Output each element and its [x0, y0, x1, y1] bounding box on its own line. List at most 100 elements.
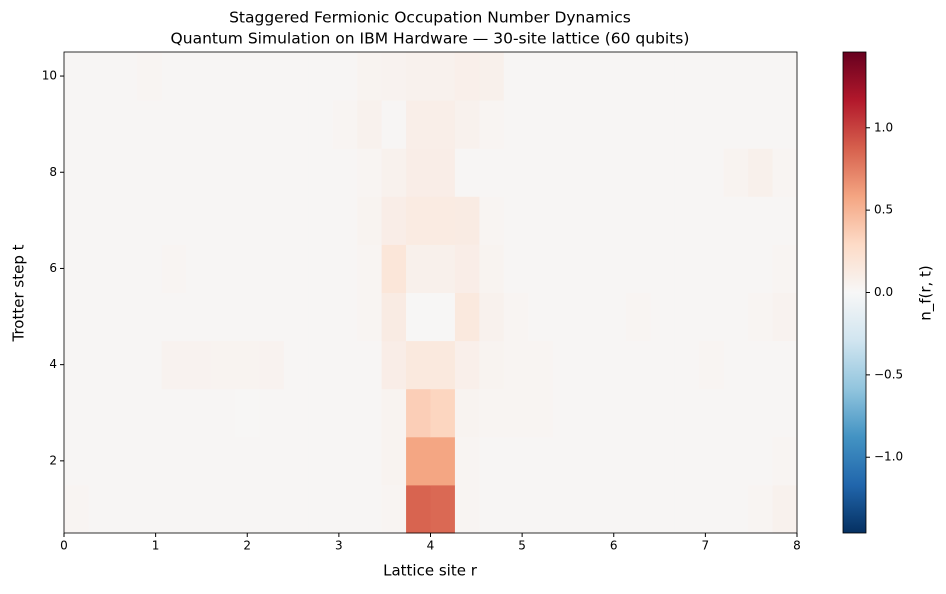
- heat-cell: [210, 148, 236, 197]
- heat-cell: [577, 244, 603, 293]
- heat-cell: [406, 340, 431, 390]
- heat-cell: [772, 388, 798, 438]
- heat-cell: [357, 484, 383, 534]
- heat-cell: [430, 340, 456, 390]
- heat-cell: [64, 292, 89, 342]
- heat-cell: [308, 148, 334, 197]
- heat-cell: [406, 100, 431, 149]
- heat-cell: [406, 484, 431, 534]
- heat-cell: [88, 148, 114, 197]
- y-tick-label: 8: [49, 165, 57, 179]
- heat-cell: [308, 244, 334, 293]
- heat-cell: [137, 292, 163, 342]
- heat-cell: [235, 148, 260, 197]
- heat-cell: [577, 196, 603, 245]
- heat-cell: [308, 388, 334, 438]
- heat-cell: [772, 196, 798, 245]
- heat-cell: [528, 388, 554, 438]
- heat-cell: [357, 196, 383, 245]
- heat-cell: [503, 388, 529, 438]
- heat-cell: [210, 244, 236, 293]
- heat-cell: [406, 436, 431, 486]
- heat-cell: [381, 196, 407, 245]
- heat-cell: [577, 436, 603, 486]
- heat-cell: [601, 388, 627, 438]
- x-tick-label: 4: [427, 539, 435, 553]
- heat-cell: [308, 292, 334, 342]
- heat-cell: [772, 244, 798, 293]
- heat-cell: [88, 196, 114, 245]
- heat-cell: [748, 196, 774, 245]
- heat-cell: [381, 100, 407, 149]
- x-tick-label: 0: [60, 539, 68, 553]
- heat-cell: [748, 148, 774, 197]
- x-tick-label: 2: [243, 539, 251, 553]
- heat-cell: [479, 52, 505, 101]
- heat-cell: [112, 340, 138, 390]
- heat-cell: [161, 340, 187, 390]
- heat-cell: [186, 196, 212, 245]
- heat-cell: [552, 388, 578, 438]
- heat-cell: [357, 52, 383, 101]
- heat-cell: [137, 148, 163, 197]
- heat-cell: [674, 436, 700, 486]
- heat-cell: [161, 52, 187, 101]
- heat-cell: [137, 196, 163, 245]
- x-tick-label: 3: [335, 539, 343, 553]
- heat-cell: [552, 52, 578, 101]
- heat-cell: [528, 196, 554, 245]
- heat-cell: [625, 196, 651, 245]
- heat-cell: [357, 100, 383, 149]
- heat-cell: [430, 196, 456, 245]
- heat-cell: [552, 340, 578, 390]
- heat-cell: [723, 388, 749, 438]
- heat-cell: [64, 148, 89, 197]
- heat-cell: [723, 148, 749, 197]
- heat-cell: [112, 52, 138, 101]
- heat-cell: [430, 100, 456, 149]
- heat-cell: [650, 244, 676, 293]
- heat-cell: [381, 292, 407, 342]
- heat-cell: [64, 388, 89, 438]
- heat-cell: [699, 436, 725, 486]
- heat-cell: [112, 100, 138, 149]
- heat-cell: [601, 148, 627, 197]
- heat-cell: [625, 340, 651, 390]
- heat-cell: [430, 292, 456, 342]
- heat-cell: [454, 340, 480, 390]
- heat-cell: [699, 292, 725, 342]
- heat-cell: [430, 148, 456, 197]
- heat-cell: [235, 484, 260, 534]
- heat-cell: [625, 148, 651, 197]
- heat-cell: [577, 484, 603, 534]
- heat-cell: [552, 100, 578, 149]
- heat-cell: [454, 292, 480, 342]
- heat-cell: [186, 436, 212, 486]
- heat-cell: [601, 484, 627, 534]
- heat-cell: [357, 244, 383, 293]
- heat-cell: [186, 52, 212, 101]
- heat-cell: [528, 340, 554, 390]
- y-axis-label: Trotter step t: [10, 244, 28, 342]
- heat-cell: [381, 244, 407, 293]
- colorbar-tick-label: −0.5: [874, 367, 903, 381]
- heat-cell: [332, 196, 358, 245]
- y-tick-label: 10: [42, 69, 57, 83]
- heat-cell: [161, 292, 187, 342]
- heat-cell: [528, 244, 554, 293]
- heat-cell: [772, 484, 798, 534]
- heat-cell: [577, 340, 603, 390]
- heat-cell: [259, 340, 285, 390]
- heat-cell: [601, 292, 627, 342]
- heat-cell: [479, 388, 505, 438]
- heat-cell: [674, 388, 700, 438]
- heat-cell: [308, 196, 334, 245]
- heat-cell: [772, 340, 798, 390]
- heat-cell: [503, 100, 529, 149]
- heat-cell: [772, 292, 798, 342]
- heat-cell: [210, 388, 236, 438]
- heat-cell: [186, 484, 212, 534]
- heat-cell: [137, 340, 163, 390]
- x-tick-label: 7: [702, 539, 710, 553]
